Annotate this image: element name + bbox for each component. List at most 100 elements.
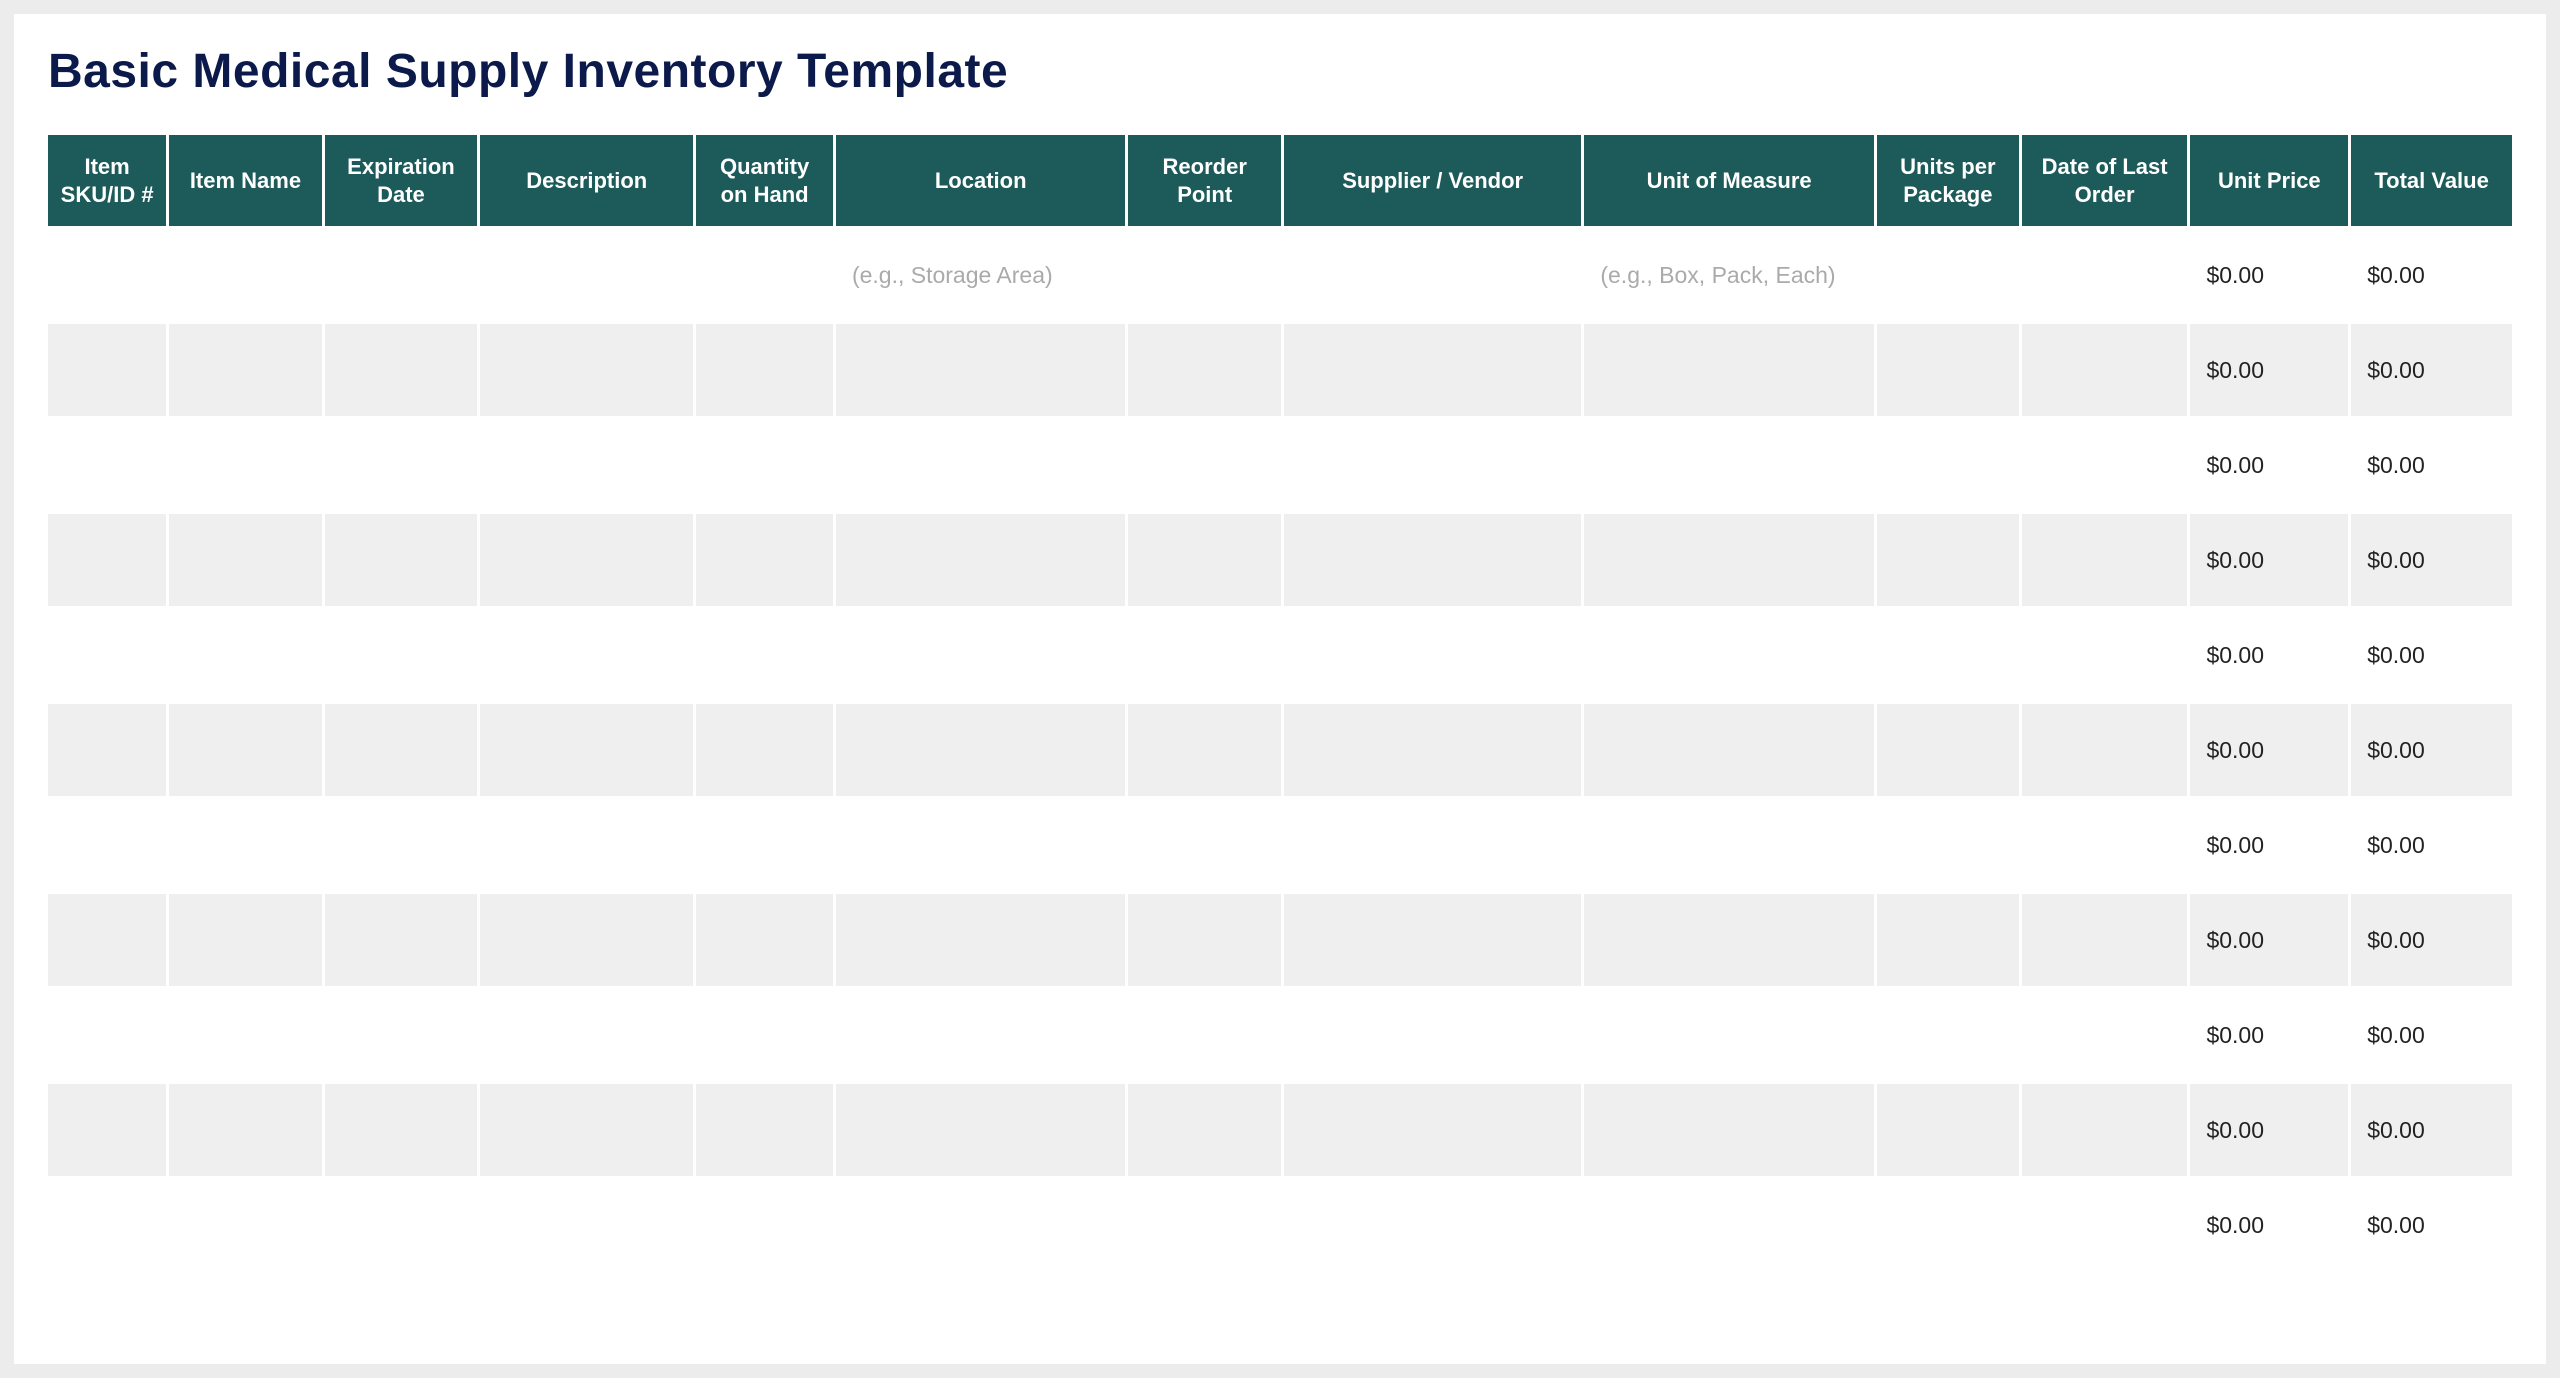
- cell-loc[interactable]: [836, 1176, 1129, 1271]
- cell-loc[interactable]: [836, 1081, 1129, 1176]
- cell-uom[interactable]: [1584, 701, 1877, 796]
- cell-total[interactable]: $0.00: [2351, 891, 2512, 986]
- cell-reorder[interactable]: [1128, 511, 1283, 606]
- cell-total[interactable]: $0.00: [2351, 1176, 2512, 1271]
- cell-exp[interactable]: [325, 1081, 480, 1176]
- cell-qty[interactable]: [696, 891, 836, 986]
- cell-sku[interactable]: [48, 606, 169, 701]
- cell-lastorder[interactable]: [2022, 701, 2191, 796]
- table-row[interactable]: $0.00$0.00: [48, 321, 2512, 416]
- cell-reorder[interactable]: [1128, 701, 1283, 796]
- cell-unitprice[interactable]: $0.00: [2190, 1176, 2351, 1271]
- cell-uom[interactable]: [1584, 321, 1877, 416]
- cell-qty[interactable]: [696, 226, 836, 321]
- cell-uom[interactable]: (e.g., Box, Pack, Each): [1584, 226, 1877, 321]
- cell-reorder[interactable]: [1128, 796, 1283, 891]
- cell-loc[interactable]: (e.g., Storage Area): [836, 226, 1129, 321]
- cell-desc[interactable]: [480, 796, 696, 891]
- cell-lastorder[interactable]: [2022, 796, 2191, 891]
- cell-reorder[interactable]: [1128, 891, 1283, 986]
- cell-uom[interactable]: [1584, 1081, 1877, 1176]
- cell-sku[interactable]: [48, 226, 169, 321]
- cell-desc[interactable]: [480, 986, 696, 1081]
- cell-total[interactable]: $0.00: [2351, 511, 2512, 606]
- cell-name[interactable]: [169, 1081, 324, 1176]
- cell-uom[interactable]: [1584, 511, 1877, 606]
- cell-reorder[interactable]: [1128, 606, 1283, 701]
- cell-sku[interactable]: [48, 511, 169, 606]
- table-row[interactable]: (e.g., Storage Area) (e.g., Box, Pack, Ea…: [48, 226, 2512, 321]
- cell-upp[interactable]: [1877, 796, 2022, 891]
- cell-reorder[interactable]: [1128, 321, 1283, 416]
- cell-name[interactable]: [169, 796, 324, 891]
- cell-exp[interactable]: [325, 1176, 480, 1271]
- cell-supplier[interactable]: [1284, 986, 1584, 1081]
- cell-qty[interactable]: [696, 701, 836, 796]
- cell-sku[interactable]: [48, 1081, 169, 1176]
- cell-unitprice[interactable]: $0.00: [2190, 511, 2351, 606]
- cell-reorder[interactable]: [1128, 986, 1283, 1081]
- cell-unitprice[interactable]: $0.00: [2190, 1081, 2351, 1176]
- cell-total[interactable]: $0.00: [2351, 701, 2512, 796]
- cell-upp[interactable]: [1877, 511, 2022, 606]
- cell-total[interactable]: $0.00: [2351, 321, 2512, 416]
- cell-supplier[interactable]: [1284, 511, 1584, 606]
- cell-loc[interactable]: [836, 606, 1129, 701]
- cell-lastorder[interactable]: [2022, 1176, 2191, 1271]
- table-row[interactable]: $0.00$0.00: [48, 511, 2512, 606]
- cell-lastorder[interactable]: [2022, 511, 2191, 606]
- cell-unitprice[interactable]: $0.00: [2190, 321, 2351, 416]
- cell-desc[interactable]: [480, 891, 696, 986]
- cell-upp[interactable]: [1877, 606, 2022, 701]
- cell-desc[interactable]: [480, 416, 696, 511]
- cell-uom[interactable]: [1584, 606, 1877, 701]
- table-row[interactable]: $0.00$0.00: [48, 891, 2512, 986]
- cell-upp[interactable]: [1877, 1176, 2022, 1271]
- cell-desc[interactable]: [480, 701, 696, 796]
- table-row[interactable]: $0.00$0.00: [48, 986, 2512, 1081]
- cell-uom[interactable]: [1584, 891, 1877, 986]
- cell-supplier[interactable]: [1284, 416, 1584, 511]
- cell-unitprice[interactable]: $0.00: [2190, 891, 2351, 986]
- cell-supplier[interactable]: [1284, 321, 1584, 416]
- cell-name[interactable]: [169, 986, 324, 1081]
- cell-desc[interactable]: [480, 1081, 696, 1176]
- cell-desc[interactable]: [480, 1176, 696, 1271]
- cell-lastorder[interactable]: [2022, 321, 2191, 416]
- cell-exp[interactable]: [325, 701, 480, 796]
- cell-loc[interactable]: [836, 701, 1129, 796]
- cell-qty[interactable]: [696, 606, 836, 701]
- cell-sku[interactable]: [48, 701, 169, 796]
- cell-uom[interactable]: [1584, 796, 1877, 891]
- cell-supplier[interactable]: [1284, 796, 1584, 891]
- cell-name[interactable]: [169, 701, 324, 796]
- cell-sku[interactable]: [48, 321, 169, 416]
- cell-lastorder[interactable]: [2022, 606, 2191, 701]
- cell-total[interactable]: $0.00: [2351, 796, 2512, 891]
- cell-qty[interactable]: [696, 986, 836, 1081]
- cell-unitprice[interactable]: $0.00: [2190, 701, 2351, 796]
- cell-sku[interactable]: [48, 416, 169, 511]
- cell-qty[interactable]: [696, 796, 836, 891]
- cell-desc[interactable]: [480, 606, 696, 701]
- cell-desc[interactable]: [480, 321, 696, 416]
- table-row[interactable]: $0.00$0.00: [48, 796, 2512, 891]
- cell-sku[interactable]: [48, 1176, 169, 1271]
- cell-name[interactable]: [169, 511, 324, 606]
- cell-uom[interactable]: [1584, 1176, 1877, 1271]
- cell-exp[interactable]: [325, 511, 480, 606]
- cell-loc[interactable]: [836, 416, 1129, 511]
- cell-name[interactable]: [169, 226, 324, 321]
- cell-uom[interactable]: [1584, 416, 1877, 511]
- table-row[interactable]: $0.00$0.00: [48, 606, 2512, 701]
- cell-sku[interactable]: [48, 986, 169, 1081]
- cell-reorder[interactable]: [1128, 416, 1283, 511]
- cell-supplier[interactable]: [1284, 1176, 1584, 1271]
- cell-total[interactable]: $0.00: [2351, 416, 2512, 511]
- cell-upp[interactable]: [1877, 891, 2022, 986]
- cell-supplier[interactable]: [1284, 606, 1584, 701]
- cell-lastorder[interactable]: [2022, 891, 2191, 986]
- cell-name[interactable]: [169, 1176, 324, 1271]
- cell-unitprice[interactable]: $0.00: [2190, 796, 2351, 891]
- cell-total[interactable]: $0.00: [2351, 986, 2512, 1081]
